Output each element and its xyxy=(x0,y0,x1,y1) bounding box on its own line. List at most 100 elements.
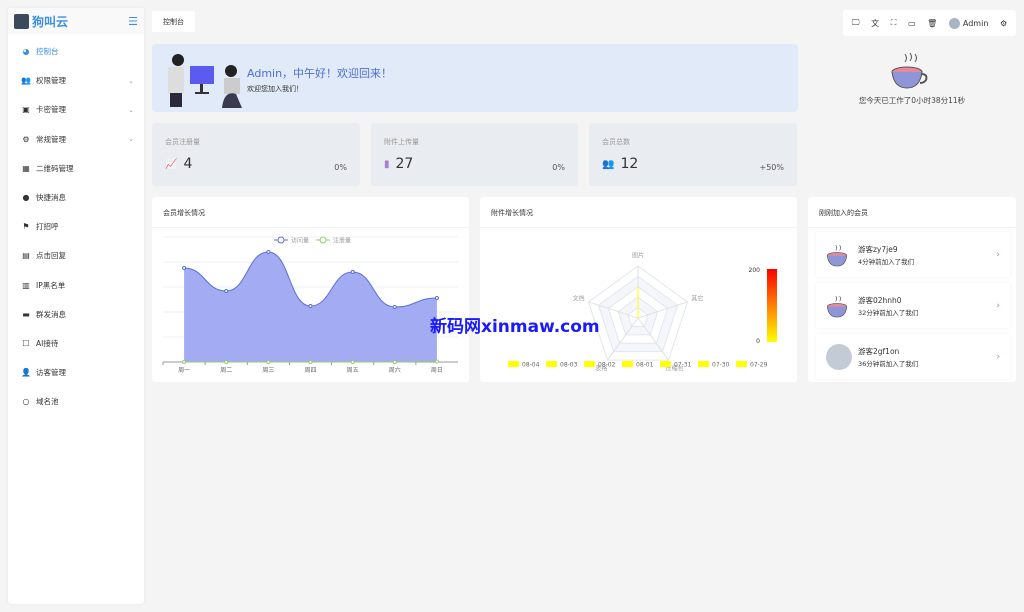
stat-title: 附件上传量 xyxy=(384,138,419,146)
sidebar-item-5[interactable]: ● 快捷消息 xyxy=(8,183,144,212)
data-point xyxy=(350,360,355,364)
user-icon: 👤 xyxy=(21,368,31,378)
monitor-icon[interactable]: 🖵 xyxy=(851,18,860,27)
sidebar-item-7[interactable]: ▤ 点击回复 xyxy=(8,241,144,270)
radar-indicator-label: 表格 xyxy=(595,364,607,372)
sidebar-item-11[interactable]: 👤 访客管理 xyxy=(8,358,144,387)
sidebar-item-label: 权限管理 xyxy=(36,76,66,86)
data-point xyxy=(434,296,439,300)
data-point xyxy=(392,305,397,309)
file-icon: ▮ xyxy=(384,158,390,170)
sidebar-item-label: AI接待 xyxy=(36,338,59,348)
sidebar-item-8[interactable]: ▥ IP黑名单 xyxy=(8,271,144,300)
sidebar-item-label: 群发消息 xyxy=(36,309,66,319)
legend-label: 08-03 xyxy=(560,362,578,369)
chevron-right-icon: › xyxy=(996,249,1000,260)
teacup-icon xyxy=(891,52,928,89)
cup-icon: ☐ xyxy=(22,338,30,348)
fullscreen-icon[interactable]: ⛶ xyxy=(890,18,897,27)
circle-icon: ○ xyxy=(22,397,30,407)
legend-label: 08-02 xyxy=(598,362,616,369)
greeting-title: Admin，中午好！欢迎回来！ xyxy=(247,67,393,80)
radar-indicator-label: 压缩包 xyxy=(666,364,684,372)
menu-toggle-icon[interactable]: ☰ xyxy=(128,14,138,28)
sidebar-item-12[interactable]: ○ 域名池 xyxy=(8,387,144,416)
welcome-banner: Admin，中午好！欢迎回来！ 欢迎您加入我们！ xyxy=(152,44,798,112)
data-point xyxy=(308,360,313,364)
panel-title: 会员增长情况 xyxy=(152,197,469,228)
terminal-icon[interactable]: ▭ xyxy=(907,18,916,28)
data-point xyxy=(224,289,229,293)
sidebar-item-4[interactable]: ▦ 二维码管理 xyxy=(8,154,144,183)
chevron-right-icon: › xyxy=(996,300,1000,311)
sidebar-item-3[interactable]: ⚙ 常规管理 ⌄ xyxy=(8,125,144,154)
id-card-icon: ▣ xyxy=(22,105,30,115)
tab-dashboard[interactable]: 控制台 xyxy=(152,11,195,32)
member-item[interactable]: 游客02hnh0 32分钟前加入了我们 › xyxy=(816,283,1010,328)
x-tick-label: 周四 xyxy=(304,367,316,374)
data-point xyxy=(350,270,355,274)
stat-percent: 0% xyxy=(552,163,565,172)
legend-label: 07-30 xyxy=(712,362,730,369)
panel-title: 附件增长情况 xyxy=(480,197,797,228)
data-point xyxy=(182,266,187,270)
data-point xyxy=(308,304,313,308)
x-tick-label: 周三 xyxy=(262,367,274,374)
teacup-avatar xyxy=(826,295,848,317)
sidebar-item-1[interactable]: 👥 权限管理 ⌄ xyxy=(8,66,144,95)
stat-title: 会员注册量 xyxy=(165,138,200,146)
radar-axis xyxy=(637,301,688,319)
logo-icon xyxy=(14,13,29,29)
user-menu[interactable]: Admin xyxy=(948,17,989,29)
sidebar: 狗叫云 ☰ ◕ 控制台 👥 权限管理 ⌄ ▣ 卡密管理 ⌄ ⚙ 常规管理 ⌄ ▦ 二维码管理 ● 快捷消息 ⚑… xyxy=(8,8,144,604)
stat-title: 会员总数 xyxy=(602,138,630,146)
member-time: 32分钟前加入了我们 xyxy=(858,308,919,317)
radar-axis xyxy=(637,317,669,361)
member-name: 游客zy7je9 xyxy=(858,244,898,254)
data-point xyxy=(224,360,229,364)
dashboard-icon: ◕ xyxy=(22,47,30,57)
sidebar-item-label: 打招呼 xyxy=(36,222,59,232)
settings-icon[interactable]: ⚙ xyxy=(1000,18,1008,28)
brand-name: 狗叫云 xyxy=(32,14,69,29)
member-time: 36分钟前加入了我们 xyxy=(858,359,919,368)
legend-marker xyxy=(584,361,595,367)
visual-map-max: 200 xyxy=(749,267,761,274)
member-item[interactable]: 游客zy7je9 4分钟前加入了我们 › xyxy=(816,232,1010,277)
sidebar-item-9[interactable]: ▬ 群发消息 xyxy=(8,300,144,329)
user-name: Admin xyxy=(962,18,989,28)
logo: 狗叫云 ☰ xyxy=(8,8,144,34)
data-point xyxy=(266,250,271,254)
x-tick-label: 周二 xyxy=(220,367,232,374)
bulb-icon: ● xyxy=(22,193,30,203)
line-chart-icon: 📈 xyxy=(165,158,178,170)
users-icon: 👥 xyxy=(21,76,31,86)
sidebar-item-10[interactable]: ☐ AI接待 xyxy=(8,329,144,358)
sidebar-item-6[interactable]: ⚑ 打招呼 xyxy=(8,212,144,241)
sidebar-item-2[interactable]: ▣ 卡密管理 ⌄ xyxy=(8,95,144,124)
legend-marker xyxy=(660,361,671,367)
x-tick-label: 周五 xyxy=(347,367,359,374)
stat-value: 12 xyxy=(620,156,639,172)
panel-title: 刚刚加入的会员 xyxy=(808,197,1016,228)
member-item[interactable]: 游客2gf1on 36分钟前加入了我们 › xyxy=(816,334,1010,379)
chevron-down-icon: ⌄ xyxy=(128,76,134,85)
legend-label: 访问量 xyxy=(291,237,309,245)
legend-label: 07-31 xyxy=(674,362,692,369)
legend-label: 08-01 xyxy=(636,362,654,369)
x-tick-label: 周一 xyxy=(178,367,190,374)
stat-card: 会员总数 👥 12 +50% xyxy=(589,123,797,186)
data-point xyxy=(182,360,187,364)
teacup-avatar xyxy=(826,244,848,266)
stat-percent: 0% xyxy=(334,163,347,172)
sidebar-item-0[interactable]: ◕ 控制台 xyxy=(8,37,144,66)
work-time-text: 您今天已工作了0小时38分11秒 xyxy=(858,96,966,105)
translate-icon[interactable]: 文 xyxy=(871,18,880,28)
greeting-subtitle: 欢迎您加入我们！ xyxy=(247,85,303,93)
new-members-panel: 刚刚加入的会员 游客zy7je9 4分钟前加入了我们 › 游客02hnh0 32分钟前加… xyxy=(808,197,1016,382)
chevron-right-icon: › xyxy=(996,351,1000,362)
legend-label: 注册量 xyxy=(333,237,351,245)
chevron-down-icon: ⌄ xyxy=(128,105,134,114)
trash-icon[interactable]: 🗑 xyxy=(927,18,938,28)
